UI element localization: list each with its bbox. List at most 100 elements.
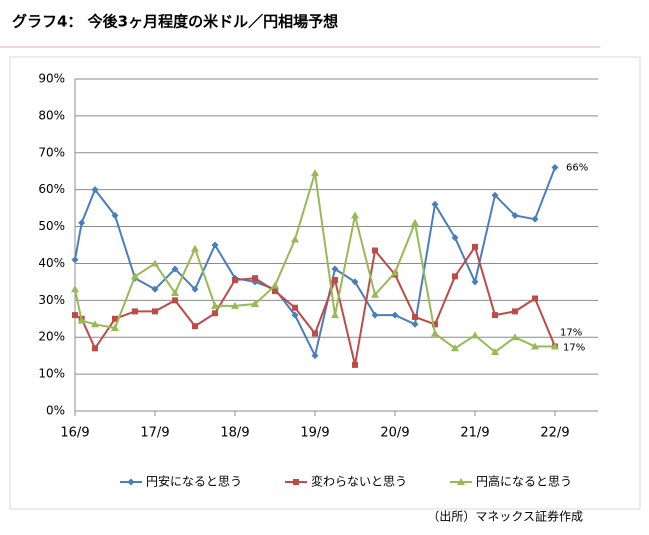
marker [432, 321, 438, 328]
y-tick-label: 50% [38, 219, 65, 233]
y-tick-label: 90% [38, 72, 65, 86]
marker [271, 281, 279, 289]
y-tick-label: 80% [38, 108, 65, 122]
marker [351, 278, 359, 286]
marker [231, 301, 239, 309]
marker [391, 311, 399, 319]
marker [151, 285, 159, 293]
marker [92, 345, 98, 352]
x-tick-label: 22/9 [540, 426, 569, 441]
marker [531, 342, 539, 350]
marker [132, 308, 138, 315]
marker [171, 288, 179, 296]
marker [72, 312, 78, 319]
marker [131, 272, 139, 280]
annotation: 66% [566, 163, 588, 174]
marker [172, 297, 178, 304]
marker [111, 211, 119, 219]
x-tick-label: 19/9 [300, 426, 329, 441]
legend-label: 変わらないと思う [311, 474, 407, 489]
marker [492, 312, 498, 319]
marker [411, 320, 419, 328]
marker [411, 218, 419, 226]
series-line [74, 244, 556, 366]
chart-frame [9, 56, 641, 510]
marker [371, 311, 379, 319]
marker [511, 211, 519, 219]
annotation: 17% [563, 342, 585, 353]
marker [451, 344, 459, 352]
annotation: 17% [560, 327, 582, 338]
marker [127, 478, 135, 486]
legend-label: 円安になると思う [146, 474, 242, 489]
legend-label: 円高になると思う [476, 474, 572, 489]
marker [331, 311, 339, 319]
marker [491, 347, 499, 355]
marker [232, 277, 238, 284]
marker [457, 478, 465, 485]
chart-title: グラフ4： 今後3ヶ月程度の米ドル／円相場予想 [12, 13, 338, 31]
marker [331, 265, 339, 273]
y-tick-label: 30% [38, 293, 65, 307]
marker [452, 273, 458, 280]
x-tick-label: 17/9 [140, 426, 169, 441]
y-tick-label: 70% [38, 145, 65, 159]
y-tick-label: 10% [38, 367, 65, 381]
marker [71, 256, 79, 264]
series-line [74, 167, 556, 359]
marker [332, 277, 338, 284]
marker [291, 311, 299, 319]
marker [451, 234, 459, 242]
marker [391, 268, 399, 276]
marker [151, 259, 159, 267]
y-tick-label: 20% [38, 330, 65, 344]
series-line [74, 172, 555, 354]
marker [352, 361, 358, 368]
marker [511, 333, 519, 341]
marker [91, 186, 99, 194]
marker [471, 331, 479, 339]
x-tick-label: 16/9 [60, 426, 89, 441]
marker [371, 290, 379, 298]
marker [77, 316, 86, 324]
marker [431, 329, 439, 337]
marker [191, 285, 199, 293]
marker [531, 215, 539, 223]
marker [91, 320, 99, 328]
marker [551, 164, 559, 172]
marker [152, 308, 158, 315]
marker [512, 308, 518, 315]
marker [551, 342, 559, 350]
marker [311, 352, 319, 360]
x-tick-label: 21/9 [460, 426, 489, 441]
marker [472, 243, 478, 250]
marker [372, 247, 378, 254]
marker [111, 324, 119, 331]
marker [252, 275, 258, 282]
marker [191, 244, 199, 252]
marker [192, 323, 198, 330]
y-tick-label: 40% [38, 256, 65, 270]
marker [532, 295, 538, 302]
marker [351, 211, 359, 219]
marker [292, 304, 298, 311]
marker [71, 285, 79, 293]
marker [491, 191, 499, 199]
x-tick-label: 18/9 [220, 426, 249, 441]
marker [251, 300, 259, 308]
marker [212, 310, 218, 317]
marker [471, 278, 479, 286]
source-note: （出所）マネックス証券作成 [427, 509, 583, 524]
marker [171, 265, 179, 273]
marker [291, 235, 299, 243]
marker [293, 479, 299, 485]
marker [78, 219, 86, 227]
marker [312, 330, 318, 337]
marker [112, 315, 118, 322]
y-tick-label: 0% [46, 404, 65, 418]
marker [311, 169, 319, 177]
marker [431, 200, 439, 208]
y-tick-label: 60% [38, 182, 65, 196]
